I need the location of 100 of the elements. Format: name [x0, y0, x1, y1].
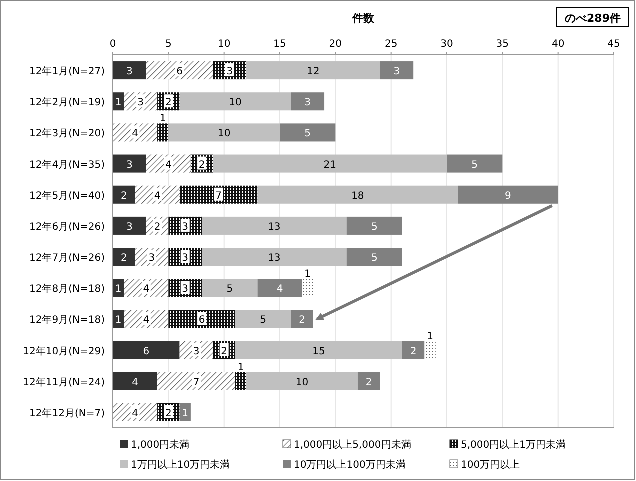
bar — [146, 62, 214, 80]
bar — [380, 62, 414, 80]
y-tick-label: 12年6月(N=26) — [30, 220, 106, 233]
bar — [202, 216, 347, 235]
bar — [168, 310, 236, 328]
data-label: 3 — [304, 98, 312, 109]
y-tick-label: 12年12月(N=7) — [30, 407, 106, 420]
data-label: 2 — [221, 346, 228, 358]
legend-label: 1万円以上10万円未満 — [131, 459, 230, 471]
bar — [235, 341, 402, 360]
x-tick-label: 40 — [552, 39, 565, 50]
data-label: 4 — [143, 284, 150, 296]
x-tick-label: 10 — [218, 39, 231, 50]
data-label: 10 — [296, 377, 309, 388]
x-tick-label: 45 — [608, 39, 620, 50]
data-label: 2 — [165, 408, 172, 420]
data-label: 1 — [115, 315, 122, 326]
x-axis-title: 件数 — [352, 12, 376, 25]
y-tick-label: 12年2月(N=19) — [30, 96, 106, 109]
data-label: 6 — [198, 315, 206, 326]
data-label: 9 — [505, 190, 512, 202]
y-tick-label: 12年5月(N=40) — [30, 190, 106, 202]
y-tick-label: 12年4月(N=35) — [30, 158, 106, 171]
bar — [158, 124, 169, 142]
bar — [180, 403, 191, 422]
data-label: 4 — [276, 284, 284, 296]
data-label: 2 — [120, 253, 128, 264]
data-label: 3 — [138, 98, 144, 109]
data-label: 7 — [193, 377, 200, 388]
data-label: 2 — [299, 315, 306, 326]
data-label: 4 — [132, 377, 138, 388]
y-tick-label: 12年11月(N=24) — [23, 376, 106, 388]
data-label: 5 — [226, 284, 234, 296]
x-tick-label: 35 — [496, 39, 510, 50]
data-label: 4 — [132, 408, 138, 420]
data-label: 5 — [472, 160, 478, 171]
data-label: 10 — [218, 128, 231, 140]
data-label: 5 — [260, 315, 266, 326]
data-label: 7 — [216, 190, 222, 202]
data-label: 5 — [304, 128, 312, 140]
bar — [113, 310, 124, 328]
data-label: 2 — [198, 160, 206, 171]
bar — [180, 92, 292, 111]
data-label: 4 — [143, 315, 150, 326]
bar — [246, 372, 358, 390]
data-label: 3 — [126, 160, 133, 171]
bar — [180, 186, 258, 204]
x-tick-label: 5 — [165, 39, 172, 50]
data-label: 1 — [115, 284, 122, 296]
data-label: 1 — [160, 114, 166, 125]
legend-label: 100万円以上 — [461, 459, 520, 471]
data-label: 3 — [148, 253, 156, 264]
data-label: 3 — [126, 66, 133, 78]
bar — [291, 92, 325, 111]
legend-label: 1,000円未満 — [131, 439, 190, 451]
bar — [113, 341, 180, 360]
data-label: 2 — [410, 346, 417, 358]
y-tick-label: 12年10月(N=29) — [23, 345, 106, 358]
y-tick-label: 12年8月(N=18) — [30, 283, 106, 296]
bar — [202, 248, 347, 266]
data-label: 1 — [115, 98, 122, 109]
data-label: 18 — [352, 190, 364, 202]
x-tick-label: 30 — [440, 39, 454, 50]
data-label: 13 — [268, 253, 281, 264]
data-label: 6 — [143, 346, 150, 358]
bar — [346, 216, 402, 235]
data-label: 3 — [193, 346, 200, 358]
bar — [258, 186, 458, 204]
x-tick-label: 0 — [110, 39, 116, 50]
legend-label: 5,000円以上1万円未満 — [461, 439, 566, 451]
data-label: 21 — [324, 160, 336, 171]
bar — [113, 92, 124, 111]
data-label: 5 — [371, 222, 378, 233]
bar — [447, 154, 503, 173]
x-tick-label: 20 — [329, 39, 342, 50]
bar — [158, 372, 236, 390]
bar — [113, 186, 136, 204]
legend-label: 10万円以上100万円未満 — [294, 459, 406, 471]
data-label: 1 — [427, 331, 434, 342]
data-label: 3 — [182, 222, 189, 233]
data-label: 1 — [182, 408, 189, 420]
data-label: 10 — [229, 98, 242, 109]
data-label: 4 — [165, 160, 172, 171]
bar — [113, 62, 146, 80]
text: のべ289件 — [565, 12, 621, 25]
y-tick-label: 12年7月(N=26) — [30, 252, 106, 264]
bar — [291, 310, 314, 328]
data-label: 12 — [307, 66, 320, 78]
x-tick-label: 25 — [384, 39, 398, 50]
x-tick-label: 15 — [274, 39, 286, 50]
bar — [168, 124, 280, 142]
bar — [213, 154, 447, 173]
data-label: 2 — [366, 377, 372, 388]
bar — [402, 341, 425, 360]
data-label: 2 — [165, 98, 172, 109]
bar — [280, 124, 336, 142]
data-label: 6 — [176, 66, 183, 78]
bar — [346, 248, 402, 266]
bar — [113, 372, 158, 390]
legend-label: 1,000円以上5,000円未満 — [294, 439, 412, 451]
